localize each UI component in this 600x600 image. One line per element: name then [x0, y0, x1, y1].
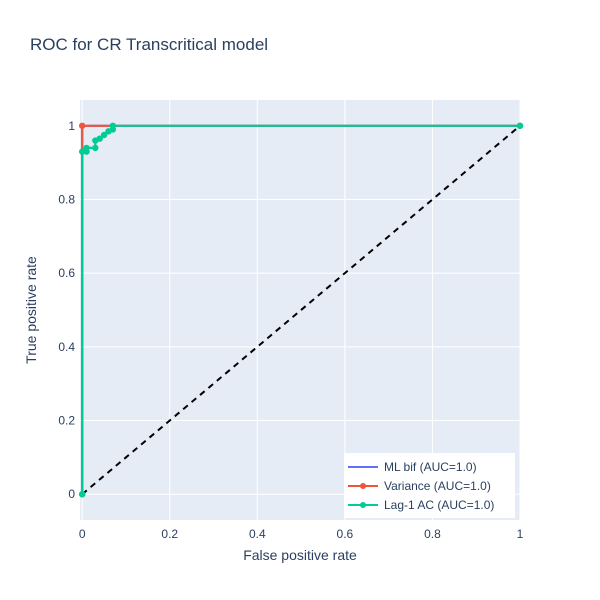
x-tick-label: 0.4	[249, 527, 266, 541]
legend-swatch-marker	[360, 483, 366, 489]
y-tick-label: 0.4	[58, 340, 75, 354]
y-tick-label: 0.2	[58, 414, 75, 428]
data-point	[109, 122, 117, 129]
legend-label: ML bif (AUC=1.0)	[384, 460, 477, 474]
legend-swatch-marker	[360, 502, 366, 508]
y-tick-label: 0	[68, 487, 75, 501]
data-point	[83, 144, 90, 152]
x-tick-label: 0.8	[424, 527, 441, 541]
data-point	[92, 144, 99, 152]
diagonal-reference-line	[81, 125, 521, 495]
x-tick-label: 0.2	[161, 527, 178, 541]
chart-title: ROC for CR Transcritical model	[30, 35, 268, 54]
y-axis-title: True positive rate	[23, 256, 39, 364]
data-point	[100, 131, 108, 139]
series-layer	[78, 122, 524, 498]
plot-area	[80, 100, 520, 520]
series-2	[78, 122, 524, 498]
data-point	[78, 491, 86, 498]
x-tick-label: 0.6	[337, 527, 354, 541]
y-tick-label: 0.6	[58, 266, 75, 280]
x-tick-labels: 0 0.2 0.4 0.6 0.8 1	[79, 527, 524, 541]
x-tick-label: 1	[517, 527, 524, 541]
y-tick-label: 1	[68, 119, 75, 133]
legend-label: Lag-1 AC (AUC=1.0)	[384, 498, 494, 512]
y-tick-labels: 0 0.2 0.4 0.6 0.8 1	[58, 119, 75, 501]
data-point	[78, 122, 86, 129]
data-point	[516, 122, 524, 129]
legend-label: Variance (AUC=1.0)	[384, 479, 491, 493]
data-point	[78, 148, 86, 155]
x-axis-title: False positive rate	[243, 547, 357, 563]
data-point	[96, 135, 103, 142]
x-tick-label: 0	[79, 527, 86, 541]
y-tick-label: 0.8	[58, 192, 75, 206]
legend: ML bif (AUC=1.0) Variance (AUC=1.0) Lag-1 …	[344, 453, 515, 518]
